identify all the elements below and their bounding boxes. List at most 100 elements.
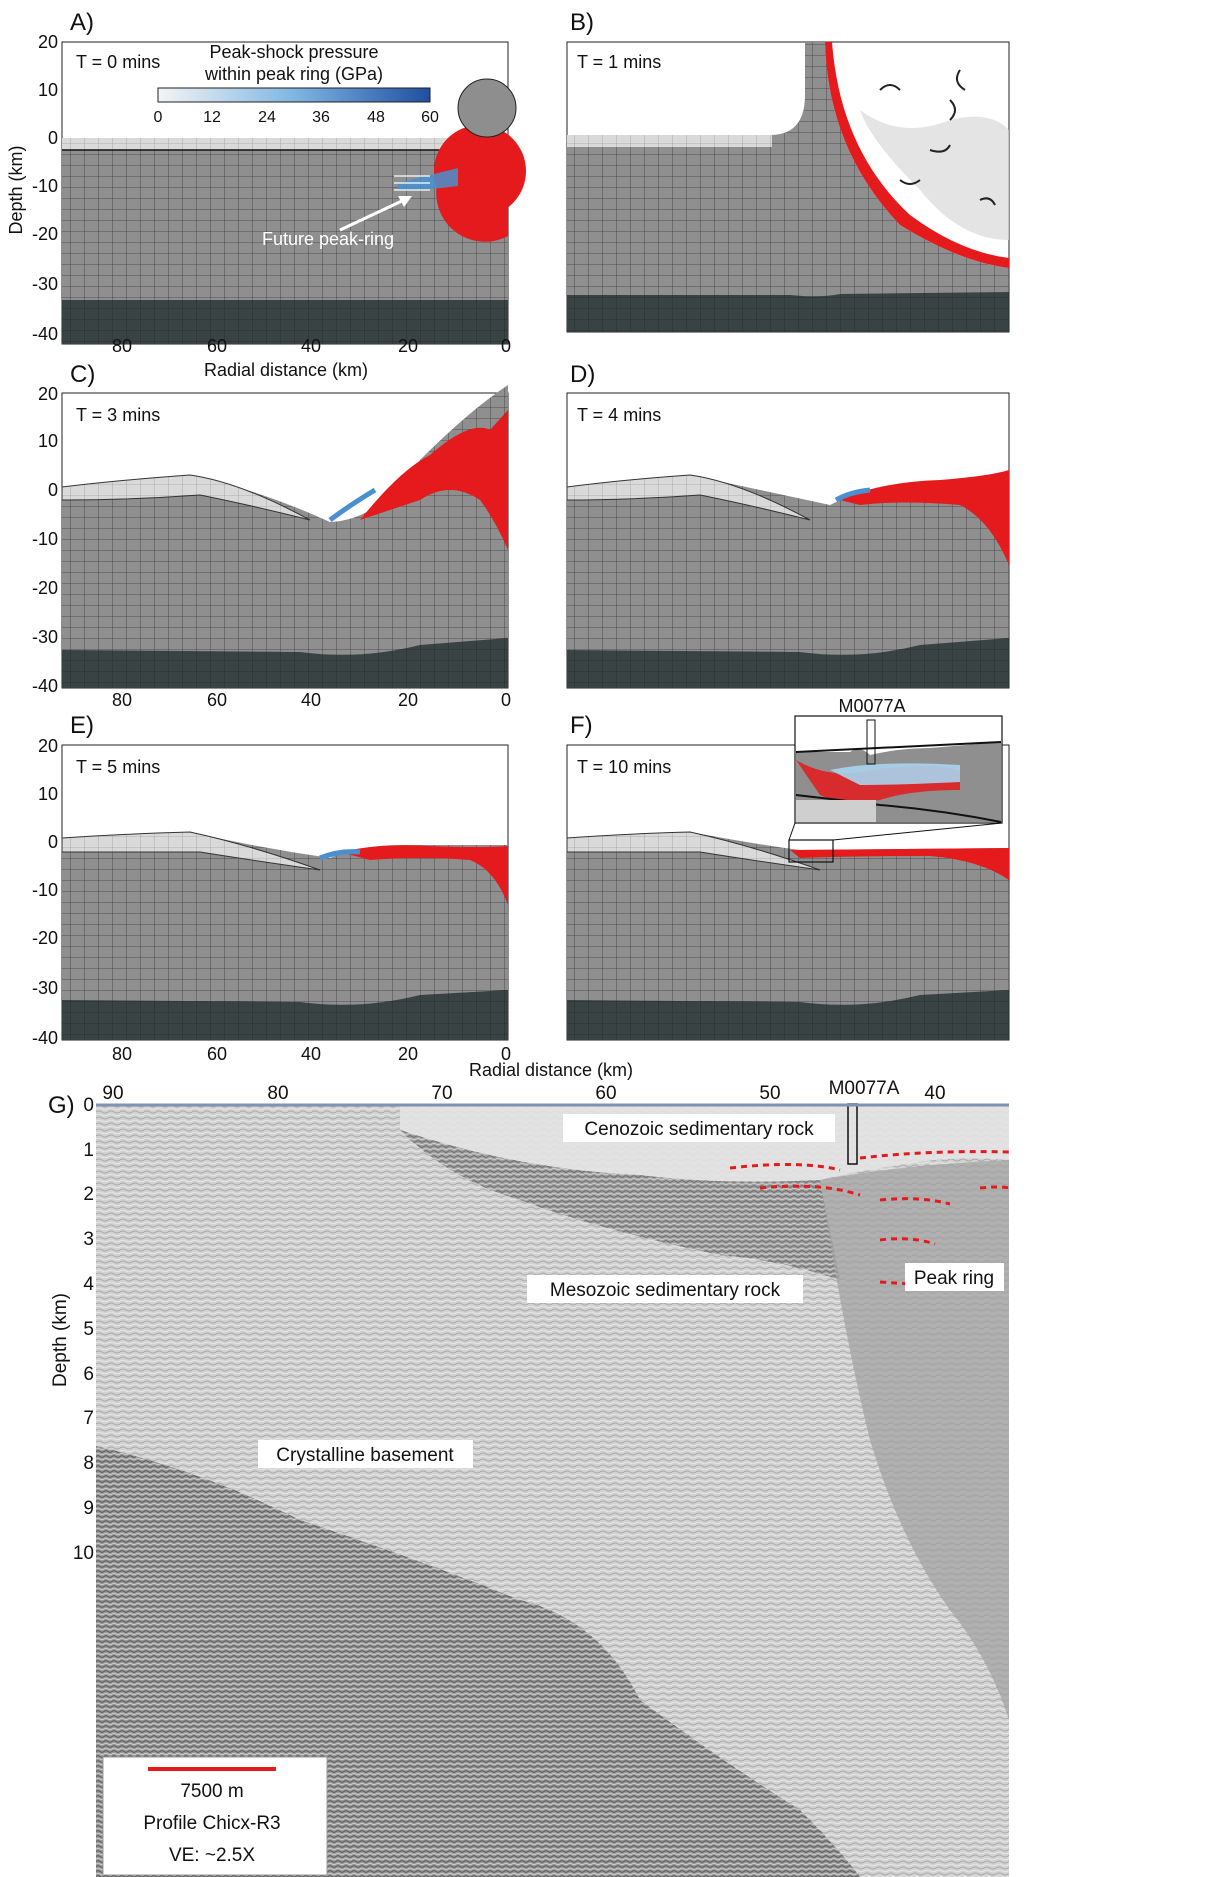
y-tick: 20	[38, 736, 58, 756]
panel-time: T = 3 mins	[76, 405, 160, 425]
x-tick: 20	[398, 690, 418, 710]
panel-time: T = 5 mins	[76, 757, 160, 777]
x-tick: 80	[112, 336, 132, 356]
y-tick: 0	[83, 1095, 94, 1116]
label-basement: Crystalline basement	[276, 1445, 454, 1466]
x-tick: 80	[112, 1044, 132, 1064]
panel-time: T = 10 mins	[577, 757, 671, 777]
x-tick: 40	[301, 690, 321, 710]
y-tick: -40	[32, 676, 58, 696]
inset-zoom: M0077A	[788, 696, 1003, 841]
label-cenozoic: Cenozoic sedimentary rock	[584, 1119, 814, 1140]
y-tick: 7	[83, 1408, 94, 1429]
y-tick: 5	[83, 1319, 94, 1340]
x-tick: 60	[207, 690, 227, 710]
panel-letter: B)	[570, 9, 594, 36]
y-tick: 10	[73, 1543, 94, 1564]
y-axis-label: Depth (km)	[6, 145, 26, 234]
x-tick: 50	[759, 1083, 780, 1104]
y-tick: 20	[38, 384, 58, 404]
x-tick: 60	[595, 1083, 616, 1104]
y-tick: -20	[32, 224, 58, 244]
colorbar-tick: 12	[203, 109, 221, 126]
y-tick: 1	[83, 1140, 94, 1161]
panel-letter: F)	[570, 712, 593, 739]
y-tick: -20	[32, 578, 58, 598]
x-tick: 60	[207, 336, 227, 356]
panel-letter: C)	[70, 361, 95, 388]
y-tick: -10	[32, 176, 58, 196]
scale-legend: 7500 m Profile Chicx-R3 VE: ~2.5X	[102, 1756, 328, 1876]
y-tick: -20	[32, 928, 58, 948]
panel-letter: G)	[48, 1092, 75, 1119]
colorbar-tick: 60	[421, 109, 439, 126]
y-tick: 10	[38, 784, 58, 804]
y-tick: -30	[32, 274, 58, 294]
y-tick: 10	[38, 431, 58, 451]
panel-c: T = 3 mins C)	[61, 361, 509, 689]
y-tick: 0	[48, 128, 58, 148]
future-peak-ring-label: Future peak-ring	[262, 229, 394, 249]
y-tick: 3	[83, 1229, 94, 1250]
colorbar-tick: 48	[367, 109, 385, 126]
y-tick: 2	[83, 1184, 94, 1205]
x-tick: 0	[501, 336, 511, 356]
x-tick: 0	[501, 690, 511, 710]
y-tick: 8	[83, 1453, 94, 1474]
panel-letter: E)	[70, 712, 94, 739]
seismic-y-axis-label: Depth (km)	[50, 1293, 71, 1387]
borehole-label: M0077A	[829, 1078, 900, 1099]
model-axes: 20 10 0 -10 -20 -30 -40 20 10 0 -10 -20 …	[6, 32, 633, 1080]
y-tick: -30	[32, 627, 58, 647]
panel-d: T = 4 mins D)	[566, 361, 1010, 689]
panel-time: T = 4 mins	[577, 405, 661, 425]
y-tick: -30	[32, 978, 58, 998]
x-axis-label: Radial distance (km)	[469, 1060, 633, 1080]
y-tick: -10	[32, 880, 58, 900]
x-tick: 80	[267, 1083, 288, 1104]
label-peak-ring: Peak ring	[914, 1268, 994, 1289]
y-tick: 0	[48, 480, 58, 500]
y-tick: 0	[48, 832, 58, 852]
colorbar-tick: 24	[258, 109, 276, 126]
colorbar-title-1: Peak-shock pressure	[209, 42, 378, 62]
y-tick: -10	[32, 529, 58, 549]
colorbar-tick: 0	[154, 109, 163, 126]
panel-f: M0077A T = 10 mins F)	[566, 696, 1010, 1041]
x-tick: 60	[207, 1044, 227, 1064]
y-tick: 4	[83, 1274, 94, 1295]
x-tick: 90	[102, 1083, 123, 1104]
colorbar	[157, 87, 431, 103]
scale-length: 7500 m	[180, 1781, 243, 1802]
y-tick: -40	[32, 324, 58, 344]
y-tick: 10	[38, 80, 58, 100]
panel-time: T = 0 mins	[76, 52, 160, 72]
label-mesozoic: Mesozoic sedimentary rock	[550, 1280, 781, 1301]
x-tick: 80	[112, 690, 132, 710]
colorbar-tick: 36	[312, 109, 330, 126]
colorbar-title-2: within peak ring (GPa)	[204, 64, 383, 84]
x-tick: 40	[301, 336, 321, 356]
x-tick: 40	[301, 1044, 321, 1064]
y-tick: 6	[83, 1364, 94, 1385]
y-tick: -40	[32, 1028, 58, 1048]
x-tick: 40	[924, 1083, 945, 1104]
panel-b: T = 1 mins B)	[566, 9, 1010, 333]
vertical-exaggeration: VE: ~2.5X	[169, 1845, 255, 1866]
panel-a: Future peak-ring Peak-shock pressure wit…	[61, 9, 526, 345]
x-tick: 70	[431, 1083, 452, 1104]
panel-letter: A)	[70, 9, 94, 36]
profile-name: Profile Chicx-R3	[143, 1813, 280, 1834]
panel-e: T = 5 mins E)	[61, 712, 509, 1041]
panel-g-seismic: Cenozoic sedimentary rock Mesozoic sedim…	[48, 1078, 1010, 1877]
x-axis-label: Radial distance (km)	[204, 360, 368, 380]
panel-letter: D)	[570, 361, 595, 388]
y-tick: 20	[38, 32, 58, 52]
inset-borehole-label: M0077A	[838, 696, 905, 716]
y-tick: 9	[83, 1498, 94, 1519]
x-tick: 20	[398, 1044, 418, 1064]
x-tick: 20	[398, 336, 418, 356]
x-tick: 0	[501, 1044, 511, 1064]
panel-time: T = 1 mins	[577, 52, 661, 72]
